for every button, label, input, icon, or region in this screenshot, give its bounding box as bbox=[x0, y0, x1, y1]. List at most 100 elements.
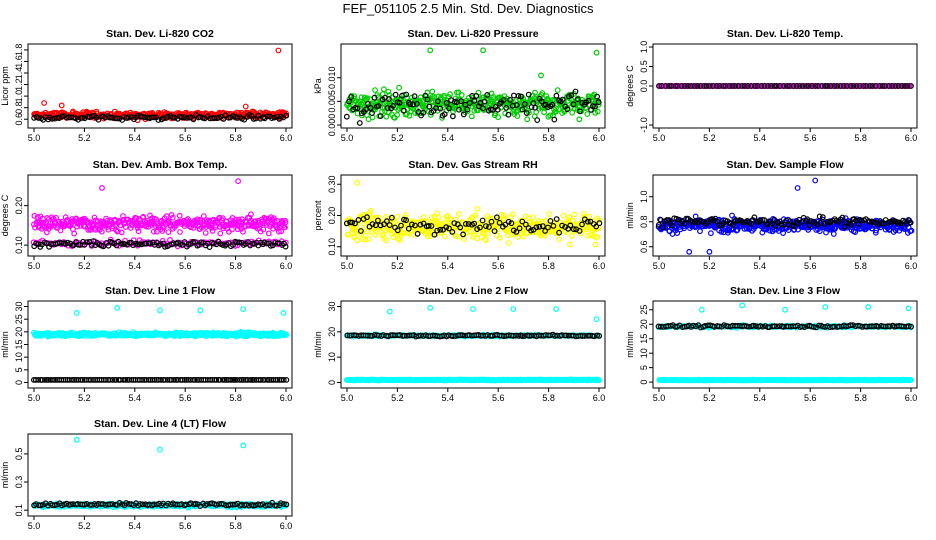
data-point bbox=[538, 72, 544, 79]
data-point bbox=[812, 83, 819, 89]
y-tick-label: 0.20 bbox=[14, 197, 24, 215]
data-point bbox=[843, 83, 850, 89]
data-point bbox=[464, 106, 471, 113]
data-point bbox=[560, 212, 567, 219]
data-point bbox=[48, 223, 54, 230]
x-tick-label: 5.8 bbox=[229, 133, 242, 143]
data-point bbox=[150, 114, 157, 121]
data-point bbox=[176, 212, 183, 219]
y-tick-label: 20 bbox=[14, 327, 24, 337]
data-point bbox=[200, 213, 207, 220]
data-point bbox=[242, 103, 249, 110]
data-point bbox=[773, 83, 780, 89]
data-point bbox=[514, 113, 521, 119]
x-tick-label: 5.2 bbox=[391, 261, 404, 271]
data-point bbox=[396, 99, 403, 106]
data-point bbox=[73, 215, 80, 222]
data-point bbox=[886, 83, 892, 89]
data-point bbox=[504, 95, 510, 102]
y-axis-label: degrees C bbox=[0, 194, 10, 236]
data-point bbox=[114, 228, 121, 235]
data-point bbox=[697, 228, 703, 235]
data-point bbox=[794, 185, 801, 191]
data-point bbox=[777, 83, 783, 89]
x-tick-label: 5.8 bbox=[229, 261, 242, 271]
plot-frame bbox=[340, 43, 606, 129]
x-tick-label: 5.2 bbox=[391, 133, 404, 143]
data-point bbox=[708, 230, 714, 237]
y-axis-label: percent bbox=[313, 200, 323, 231]
data-point bbox=[549, 101, 556, 108]
data-point bbox=[114, 304, 121, 311]
data-point bbox=[570, 101, 577, 108]
y-tick-label: 0 bbox=[14, 380, 24, 385]
data-point bbox=[761, 83, 768, 89]
data-point bbox=[847, 83, 854, 89]
data-point bbox=[91, 214, 98, 221]
y-tick-label: 10 bbox=[327, 352, 337, 362]
y-tick-label: 0 bbox=[639, 380, 649, 385]
x-tick-label: 5.4 bbox=[129, 393, 142, 403]
data-point bbox=[343, 113, 350, 120]
data-point bbox=[97, 224, 103, 230]
data-point bbox=[417, 97, 423, 104]
data-point bbox=[500, 97, 507, 103]
data-point bbox=[367, 104, 374, 111]
data-point bbox=[686, 248, 693, 255]
data-point bbox=[764, 83, 771, 89]
data-point bbox=[441, 92, 447, 99]
data-point bbox=[554, 87, 561, 93]
data-point bbox=[745, 83, 751, 89]
data-point bbox=[876, 83, 883, 89]
data-point bbox=[583, 104, 590, 111]
plot-title: Stan. Dev. Line 1 Flow bbox=[105, 285, 216, 297]
data-point bbox=[122, 224, 129, 230]
data-point bbox=[595, 99, 602, 106]
data-point bbox=[662, 83, 669, 89]
x-tick-label: 5.4 bbox=[754, 261, 767, 271]
y-tick-label: 20 bbox=[639, 319, 649, 329]
x-tick-label: 5.6 bbox=[179, 393, 192, 403]
y-tick-label: 25 bbox=[14, 314, 24, 324]
y-tick-label: 1.2 bbox=[14, 78, 24, 91]
data-point bbox=[856, 83, 863, 89]
data-point bbox=[701, 83, 707, 89]
data-point bbox=[141, 114, 148, 121]
data-point bbox=[593, 49, 600, 56]
data-point bbox=[381, 86, 387, 93]
data-point bbox=[390, 102, 397, 109]
y-tick-label: 0 bbox=[327, 380, 337, 385]
data-point bbox=[703, 83, 710, 89]
data-point bbox=[458, 98, 465, 104]
y-tick-label: 0.10 bbox=[14, 236, 24, 254]
data-point bbox=[58, 102, 65, 109]
data-point bbox=[572, 88, 579, 95]
data-point bbox=[784, 83, 790, 89]
data-point bbox=[268, 115, 275, 121]
y-tick-label: 0.010 bbox=[327, 66, 337, 89]
y-tick-label: 0.8 bbox=[14, 101, 24, 114]
y-axis-label: ml/min bbox=[625, 202, 635, 229]
data-point bbox=[716, 83, 723, 89]
x-tick-label: 5.2 bbox=[391, 393, 404, 403]
data-point bbox=[235, 178, 242, 185]
data-point bbox=[386, 308, 393, 315]
data-point bbox=[850, 83, 857, 89]
data-point bbox=[400, 107, 407, 114]
data-point bbox=[202, 230, 209, 236]
data-point bbox=[853, 83, 860, 89]
data-point bbox=[830, 231, 837, 237]
data-point bbox=[544, 104, 551, 111]
data-point bbox=[73, 310, 80, 316]
data-point bbox=[365, 100, 371, 107]
data-point bbox=[134, 225, 141, 232]
x-tick-label: 5.4 bbox=[442, 133, 455, 143]
y-tick-label: 0.005 bbox=[327, 90, 337, 113]
data-point bbox=[34, 214, 41, 220]
y-tick-label: 0.20 bbox=[327, 207, 337, 225]
data-point bbox=[250, 115, 257, 122]
data-point bbox=[427, 47, 434, 54]
data-point bbox=[386, 96, 392, 102]
data-point bbox=[383, 113, 390, 120]
data-point bbox=[709, 83, 716, 89]
